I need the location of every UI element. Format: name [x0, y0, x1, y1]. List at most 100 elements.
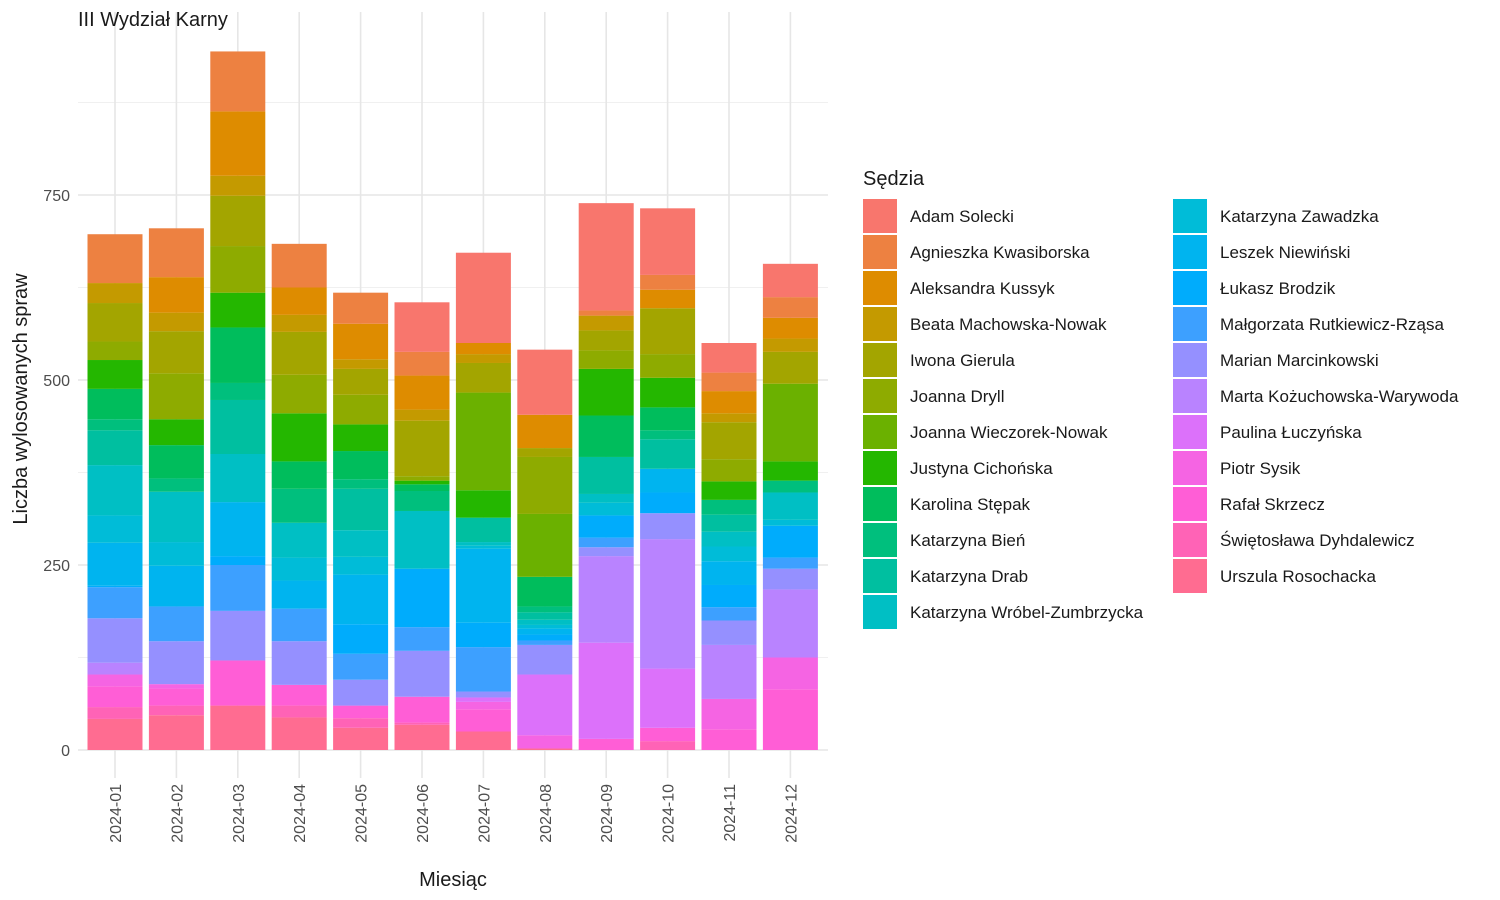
bar-segment — [578, 642, 634, 739]
bar-segment — [578, 738, 634, 750]
legend-label: Rafał Skrzecz — [1220, 495, 1325, 514]
bar-segment — [271, 717, 327, 750]
bar-segment — [455, 343, 511, 355]
bar-segment — [333, 653, 389, 680]
bar-segment — [455, 354, 511, 363]
bar-segment — [701, 514, 757, 532]
legend-label: Paulina Łuczyńska — [1220, 423, 1362, 442]
bar-segment — [148, 228, 204, 278]
bar-segment — [640, 274, 696, 290]
bar-segment — [271, 580, 327, 609]
bar-segment — [271, 331, 327, 375]
bar-segment — [701, 413, 757, 423]
bar-segment — [87, 419, 143, 431]
bar-segment — [87, 388, 143, 420]
legend-label: Iwona Gierula — [910, 351, 1015, 370]
x-tick-label: 2024-10 — [661, 784, 678, 843]
bar-segment — [578, 315, 634, 331]
bar-segment — [333, 451, 389, 480]
bar-segment — [455, 252, 511, 343]
bar-segment — [455, 490, 511, 518]
bar-segment — [701, 584, 757, 608]
bar-segment — [394, 409, 450, 421]
legend-key — [863, 523, 897, 557]
bar-segment — [701, 698, 757, 730]
bar-segment — [455, 545, 511, 549]
bar-segment — [333, 624, 389, 654]
bar-segment — [762, 657, 818, 690]
x-tick-label: 2024-04 — [292, 784, 309, 843]
bar-segment — [394, 510, 450, 569]
legend-label: Justyna Cichońska — [910, 459, 1053, 478]
bar-segment — [148, 715, 204, 750]
bar-segment — [762, 689, 818, 750]
bar-segment — [701, 561, 757, 585]
legend-label: Piotr Sysik — [1220, 459, 1301, 478]
bar-segment — [210, 111, 266, 176]
legend-key — [863, 307, 897, 341]
bar-segment — [640, 513, 696, 540]
bar-segment — [517, 735, 573, 749]
bar-segment — [455, 697, 511, 702]
x-tick-label: 2024-03 — [231, 784, 248, 843]
bar-segment — [148, 641, 204, 685]
legend-key — [1173, 559, 1207, 593]
bar-segment — [394, 568, 450, 628]
bar-segment — [640, 377, 696, 408]
bar-segment — [578, 547, 634, 557]
bar-segment — [762, 557, 818, 569]
legend-label: Adam Solecki — [910, 207, 1014, 226]
legend-key — [1173, 271, 1207, 305]
bar-segment — [148, 565, 204, 607]
bar-segment — [455, 731, 511, 750]
legend-key — [863, 451, 897, 485]
legend-label: Marta Kożuchowska-Warywoda — [1220, 387, 1459, 406]
bar-segment — [148, 684, 204, 689]
bar-segment — [762, 519, 818, 526]
bar-segment — [148, 606, 204, 642]
bar-segment — [87, 587, 143, 619]
legend-label: Katarzyna Wróbel-Zumbrzycka — [910, 603, 1144, 622]
bar-segment — [333, 556, 389, 575]
bar-segment — [333, 323, 389, 360]
bar-segment — [210, 556, 266, 565]
bar-segment — [455, 647, 511, 692]
bar-segment — [640, 492, 696, 514]
legend-key — [1173, 343, 1207, 377]
legend-key — [1173, 451, 1207, 485]
bar-segment — [578, 556, 634, 643]
bar-segment — [517, 513, 573, 577]
bar-segment — [701, 729, 757, 750]
bar-segment — [87, 465, 143, 516]
bar-segment — [455, 691, 511, 698]
bar-segment — [578, 493, 634, 503]
bar-segment — [762, 480, 818, 493]
bar-segment — [148, 312, 204, 332]
bar-segment — [210, 246, 266, 293]
bar-segment — [762, 297, 818, 318]
bar-segment — [271, 557, 327, 581]
legend-key — [863, 271, 897, 305]
legend-label: Joanna Dryll — [910, 387, 1005, 406]
bar-segment — [87, 283, 143, 304]
bar-segment — [333, 368, 389, 395]
bar-segment — [394, 484, 450, 491]
bar-segment — [701, 620, 757, 645]
bar-segment — [394, 722, 450, 725]
legend-label: Joanna Wieczorek-Nowak — [910, 423, 1108, 442]
bar-segment — [578, 415, 634, 457]
bar-segment — [394, 351, 450, 376]
bar-segment — [210, 705, 266, 750]
bar-segment — [87, 707, 143, 719]
bar-segment — [701, 422, 757, 460]
bar-segment — [394, 491, 450, 511]
x-tick-label: 2024-09 — [599, 784, 616, 843]
bar-segment — [517, 644, 573, 675]
bar-segment — [394, 375, 450, 410]
bar-segment — [517, 748, 573, 750]
legend: Sędzia Adam Solecki Agnieszka Kwasiborska… — [863, 168, 1459, 629]
bar-segment — [148, 542, 204, 566]
bar-segment — [455, 548, 511, 623]
legend-key — [863, 235, 897, 269]
